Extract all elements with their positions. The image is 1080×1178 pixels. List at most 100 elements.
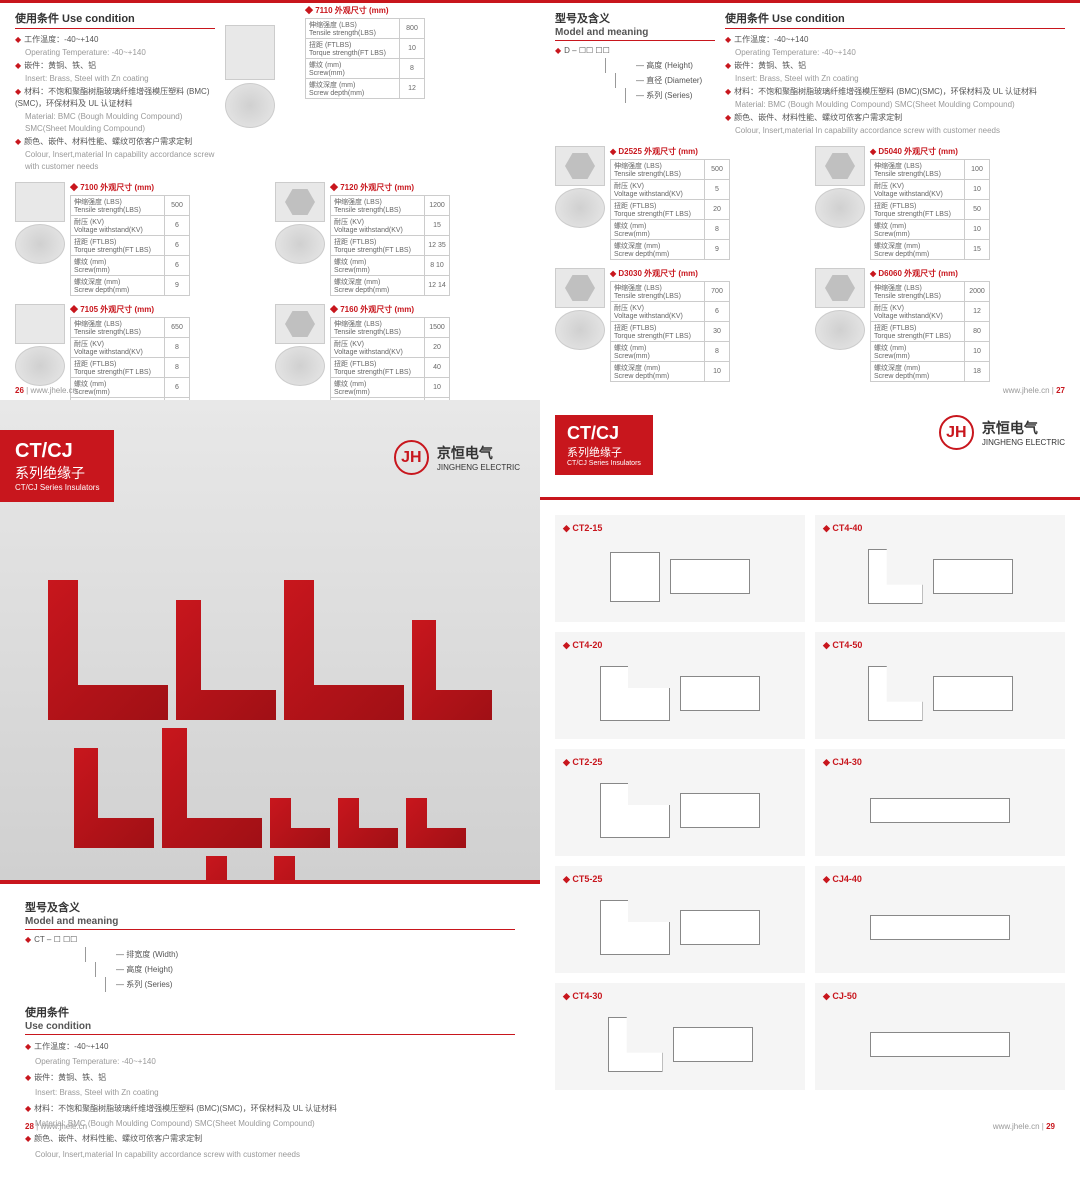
drawing-shape [868,666,923,721]
logo-icon: JH [939,415,974,450]
drawing-cell: CT2-15 [555,515,805,622]
drawing-cell: CT5-25 [555,866,805,973]
product-image [275,182,325,222]
product-image [275,346,325,386]
logo: JH 京恒电气JINGHENG ELECTRIC [394,440,520,475]
table-row: 螺纹 (mm)Screw(mm)10 [331,378,450,398]
table-row: 耐压 (KV)Voltage withstand(KV)5 [611,180,730,200]
condition-item: Material: BMC (Bough Moulding Compound) … [15,111,215,135]
product-image [555,188,605,228]
drawing-title: CJ4-40 [823,874,1057,885]
table-row: 螺纹深度 (mm)Screw depth(mm)12 [306,79,425,99]
drawing-shape [600,783,670,838]
model-diagram: ◆D – ☐☐ ☐☐ — 高度 (Height)— 直径 (Diameter)—… [555,46,715,103]
condition-item: Material: BMC (Bough Moulding Compound) … [25,1117,515,1131]
drawing-shape [933,559,1013,594]
spread-top: 使用条件 Use condition ◆工作温度：-40~+140Operati… [0,0,1080,400]
spec-table: 伸缩强度 (LBS)Tensile strength(LBS)800扭距 (FT… [305,18,425,99]
page-29: CT/CJ 系列绝缘子 CT/CJ Series Insulators JH 京… [540,400,1080,1139]
spec-table: 伸缩强度 (LBS)Tensile strength(LBS)500耐压 (KV… [610,159,730,260]
table-row: 螺纹 (mm)Screw(mm)6 [71,256,190,276]
technical-drawing [823,890,1057,965]
table-row: 伸缩强度 (LBS)Tensile strength(LBS)500 [71,196,190,216]
use-condition-title: 使用条件Use condition [25,1004,515,1035]
condition-item: ◆材料：不饱和聚酯树脂玻璃纤维增强模压塑料 (BMC)(SMC)，环保材料及 U… [15,86,215,110]
table-row: 扭距 (FTLBS)Torque strength(FT LBS)40 [331,358,450,378]
table-row: 螺纹 (mm)Screw(mm)8 [611,342,730,362]
drawing-title: CT2-15 [563,523,797,534]
condition-item: Material: BMC (Bough Moulding Compound) … [725,99,1065,111]
drawing-cell: CT4-50 [815,632,1065,739]
table-row: 螺纹 (mm)Screw(mm)8 [306,59,425,79]
drawing-title: CT4-20 [563,640,797,651]
drawing-shape [670,559,750,594]
product-image [15,346,65,386]
table-row: 螺纹 (mm)Screw(mm)10 [871,342,990,362]
red-bar [0,0,540,3]
page-footer: 26 | www.jhele.cn [15,386,77,395]
spec-block: ◆ 7120 外观尺寸 (mm)伸缩强度 (LBS)Tensile streng… [275,182,525,296]
technical-drawing [823,539,1057,614]
series-tag: CT/CJ 系列绝缘子 CT/CJ Series Insulators [0,430,114,502]
page-26: 使用条件 Use condition ◆工作温度：-40~+140Operati… [0,0,540,400]
table-row: 扭距 (FTLBS)Torque strength(FT LBS)20 [611,200,730,220]
technical-drawing [563,656,797,731]
table-row: 耐压 (KV)Voltage withstand(KV)10 [871,180,990,200]
condition-item: Colour, Insert,material In capability ac… [725,125,1065,137]
spec-block: ◆ D6060 外观尺寸 (mm)伸缩强度 (LBS)Tensile stren… [815,268,1065,382]
table-row: 伸缩强度 (LBS)Tensile strength(LBS)100 [871,160,990,180]
table-row: 耐压 (KV)Voltage withstand(KV)12 [871,302,990,322]
brand-name: 京恒电气JINGHENG ELECTRIC [982,418,1065,447]
hero-image: CT/CJ 系列绝缘子 CT/CJ Series Insulators JH 京… [0,400,540,880]
product-image [815,188,865,228]
drawing-cell: CT4-20 [555,632,805,739]
red-bar [540,0,1080,3]
table-row: 伸缩强度 (LBS)Tensile strength(LBS)800 [306,19,425,39]
table-row: 螺纹深度 (mm)Screw depth(mm)15 [871,240,990,260]
table-row: 伸缩强度 (LBS)Tensile strength(LBS)650 [71,318,190,338]
condition-list: ◆工作温度：-40~+140Operating Temperature: -40… [725,34,1065,137]
table-row: 扭距 (FTLBS)Torque strength(FT LBS)6 [71,236,190,256]
spread-bottom: CT/CJ 系列绝缘子 CT/CJ Series Insulators JH 京… [0,400,1080,1139]
page-27: 型号及含义Model and meaning ◆D – ☐☐ ☐☐ — 高度 (… [540,0,1080,400]
spec-block: ◆ 7100 外观尺寸 (mm) 伸缩强度 (LBS)Tensile streng… [15,182,265,296]
spec-block: ◆ D5040 外观尺寸 (mm)伸缩强度 (LBS)Tensile stren… [815,146,1065,260]
page-footer: www.jhele.cn | 27 [1003,386,1065,395]
drawing-shape [680,676,760,711]
table-row: 伸缩强度 (LBS)Tensile strength(LBS)1200 [331,196,450,216]
page-header: CT/CJ 系列绝缘子 CT/CJ Series Insulators JH 京… [540,400,1080,500]
condition-item: ◆工作温度：-40~+140 [15,34,215,46]
product-image [815,310,865,350]
table-row: 伸缩强度 (LBS)Tensile strength(LBS)1500 [331,318,450,338]
drawing-title: CT5-25 [563,874,797,885]
technical-drawing [823,656,1057,731]
spec-title: ◆ 7105 外观尺寸 (mm) [70,304,190,315]
condition-item: ◆嵌件：黄铜、铁、铝 [725,60,1065,72]
condition-item: Operating Temperature: -40~+140 [725,47,1065,59]
product-render [45,580,495,860]
drawing-grid: CT2-15CT4-40CT4-20CT4-50CT2-25CJ4-30CT5-… [540,500,1080,1105]
table-row: 螺纹 (mm)Screw(mm)8 [611,220,730,240]
product-image [555,310,605,350]
model-label: — 直径 (Diameter) [615,73,715,88]
condition-item: ◆颜色、嵌件、材料性能、螺纹可依客户需求定制 [25,1132,515,1146]
table-row: 螺纹深度 (mm)Screw depth(mm)9 [71,276,190,296]
spec-title: ◆ D6060 外观尺寸 (mm) [870,268,990,279]
product-image [15,304,65,344]
technical-drawing [563,539,797,614]
brand-name: 京恒电气JINGHENG ELECTRIC [437,443,520,472]
technical-drawing [563,890,797,965]
table-row: 耐压 (KV)Voltage withstand(KV)15 [331,216,450,236]
page-28: CT/CJ 系列绝缘子 CT/CJ Series Insulators JH 京… [0,400,540,1139]
drawing-title: CJ-50 [823,991,1057,1002]
drawing-title: CT2-25 [563,757,797,768]
spec-title: ◆ 7100 外观尺寸 (mm) [70,182,190,193]
condition-item: ◆材料：不饱和聚酯树脂玻璃纤维增强模压塑料 (BMC)(SMC)，环保材料及 U… [725,86,1065,98]
drawing-title: CT4-40 [823,523,1057,534]
drawing-shape [933,676,1013,711]
drawing-cell: CT4-30 [555,983,805,1090]
drawing-cell: CT2-25 [555,749,805,856]
model-title: 型号及含义Model and meaning [555,10,715,41]
product-image [555,268,605,308]
drawing-shape [600,666,670,721]
